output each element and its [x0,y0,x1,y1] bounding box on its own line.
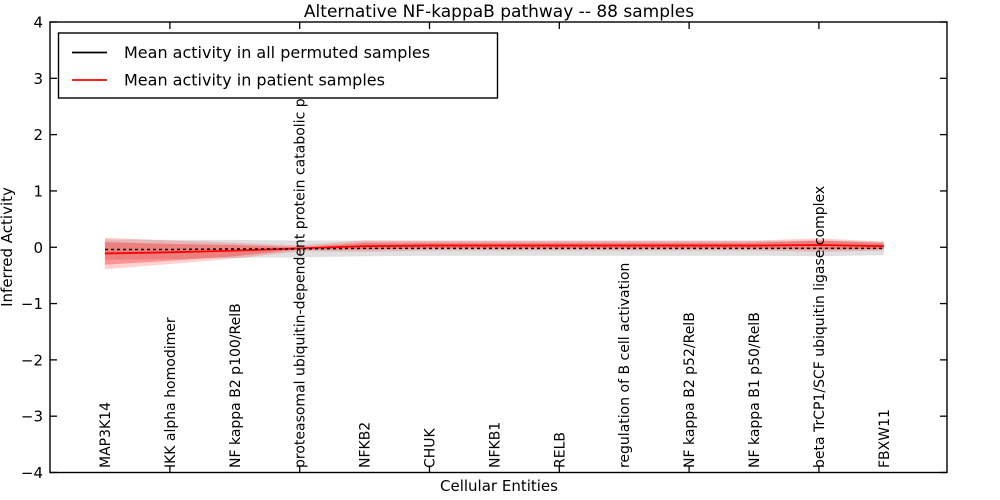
x-category-labels-layer: MAP3K14 IKK alpha homodimer NF kappa B2 p1… [98,92,893,468]
y-tick-label: 0 [33,239,43,257]
x-category-label: FBXW11 [877,409,893,468]
axes-layer: −4 −3 −2 −1 0 1 2 3 4 [21,14,948,482]
permuted-mean-line [105,247,884,251]
y-tick-label: −1 [21,295,43,313]
y-tick-label: 1 [33,182,43,200]
x-category-label: RELB [552,432,568,468]
y-tick-label: −2 [21,351,43,369]
x-category-label: IKK alpha homodimer [163,317,179,468]
y-axis-label: Inferred Activity [0,187,16,307]
x-category-label: NF kappa B2 p100/RelB [228,303,244,468]
y-tick-label: 2 [33,126,43,144]
y-tick-label: 3 [33,70,43,88]
legend-box [57,32,499,99]
x-category-label: CHUK [423,427,439,468]
patient-inner-band [105,240,884,265]
x-category-label: regulation of B cell activation [617,263,633,468]
y-tick-label: −4 [21,464,43,482]
legend: Mean activity in all permuted samples Mea… [57,32,499,99]
legend-label: Mean activity in patient samples [124,71,385,90]
x-category-label: proteasomal ubiquitin-dependent protein … [293,92,309,468]
y-tick-label: 4 [33,14,43,32]
x-category-label: NFKB1 [487,422,503,468]
x-axis-label: Cellular Entities [440,477,558,495]
y-tick-label: −3 [21,408,43,426]
x-category-label: MAP3K14 [98,402,114,468]
confidence-bands-layer [105,237,884,270]
patient-mean-line [104,244,884,255]
permuted-std-band [105,239,884,260]
x-category-label: NF kappa B1 p50/RelB [747,312,763,468]
legend-label: Mean activity in all permuted samples [124,43,430,62]
chart-title: Alternative NF-kappaB pathway -- 88 samp… [304,2,694,22]
mean-lines-layer [104,244,884,255]
x-category-label: NF kappa B2 p52/RelB [682,312,698,468]
x-category-label: NFKB2 [358,422,374,468]
x-category-label: beta TrCP1/SCF ubiquitin ligase complex [812,186,828,468]
